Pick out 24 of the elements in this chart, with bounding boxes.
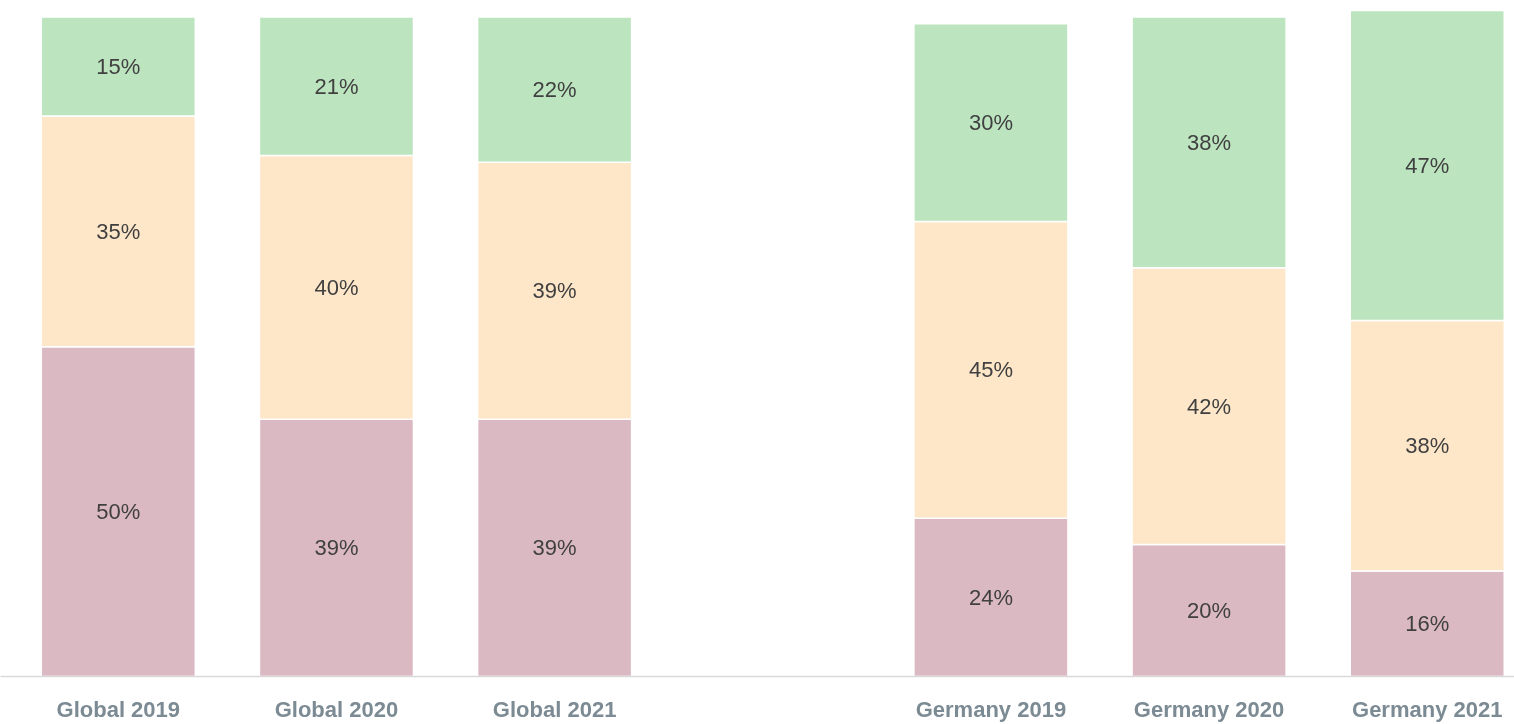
data-label: 38% bbox=[1187, 129, 1232, 155]
x-tick-label: Germany 2021 bbox=[1352, 696, 1503, 722]
data-label: 40% bbox=[314, 274, 359, 300]
x-tick-label: Global 2019 bbox=[56, 696, 181, 722]
data-label: 16% bbox=[1405, 611, 1450, 637]
data-label: 24% bbox=[968, 584, 1013, 610]
data-label: 21% bbox=[314, 73, 359, 99]
data-label: 20% bbox=[1187, 598, 1232, 624]
data-label: 39% bbox=[532, 278, 577, 304]
data-label: 39% bbox=[532, 535, 577, 561]
data-label: 15% bbox=[96, 54, 141, 80]
x-tick-label: Global 2020 bbox=[274, 696, 399, 722]
x-tick-label: Global 2021 bbox=[492, 696, 617, 722]
data-label: 38% bbox=[1405, 433, 1450, 459]
data-label: 47% bbox=[1405, 152, 1450, 178]
data-label: 50% bbox=[96, 499, 141, 525]
data-label: 42% bbox=[1187, 393, 1232, 419]
data-label: 39% bbox=[314, 535, 359, 561]
x-tick-label: Germany 2020 bbox=[1133, 696, 1285, 722]
data-label: 30% bbox=[968, 110, 1013, 136]
data-label: 45% bbox=[968, 357, 1013, 383]
data-label: 22% bbox=[532, 77, 577, 103]
data-label: 35% bbox=[96, 218, 141, 244]
x-tick-label: Germany 2019 bbox=[915, 696, 1067, 722]
